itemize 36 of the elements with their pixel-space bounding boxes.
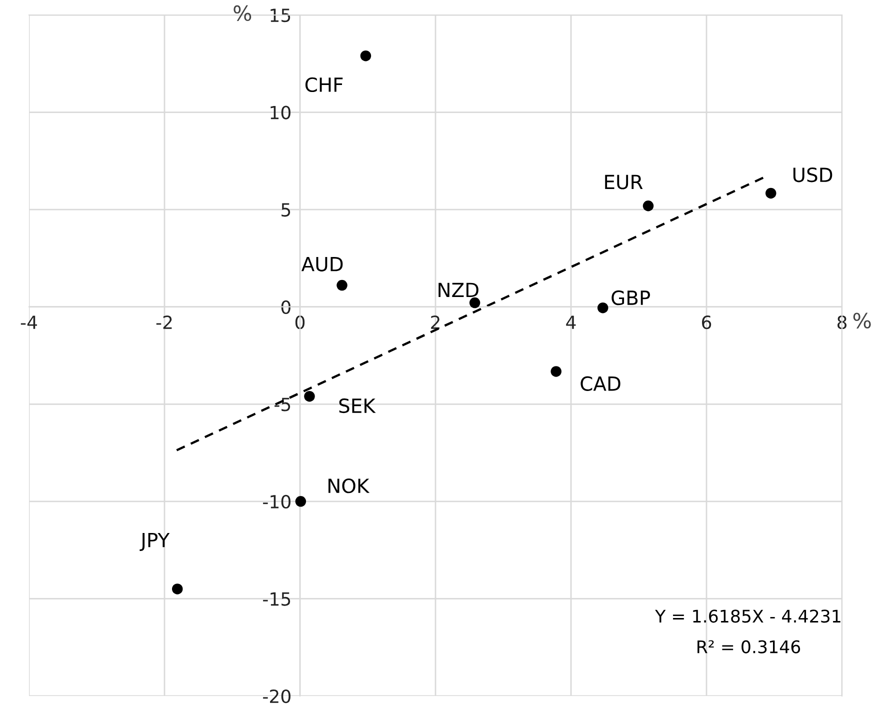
point [336, 280, 348, 291]
annotation: Y = 1.6185X - 4.4231 [655, 610, 840, 623]
y-tick-label: 5 [282, 203, 290, 217]
y-tick-label: -10 [263, 494, 290, 509]
annotation: NZD [438, 282, 478, 298]
annotation: AUD [301, 257, 343, 272]
point [360, 50, 372, 62]
point [597, 302, 608, 314]
annotation: NOK [328, 478, 370, 494]
y-tick-label: 10 [270, 106, 290, 120]
annotation: JPY [140, 532, 170, 552]
x-axis-title: % [853, 312, 871, 328]
x-tick-label: -2 [156, 316, 172, 329]
point [295, 496, 306, 507]
point [765, 188, 776, 199]
annotation: GBP [612, 290, 650, 306]
annotation: CHF [305, 77, 343, 92]
x-tick-label: 6 [702, 316, 712, 330]
point [642, 200, 654, 212]
y-tick-label: -15 [263, 592, 290, 606]
point [469, 297, 480, 308]
annotation: SEK [339, 398, 376, 414]
annotation: R² = 0.3146 [698, 640, 800, 654]
annotation: EUR [605, 174, 643, 190]
annotation: USD [793, 167, 832, 182]
x-tick-label: -4 [20, 316, 37, 329]
point [304, 390, 315, 402]
y-tick-label: -5 [274, 398, 290, 412]
y-tick-label: -20 [263, 689, 290, 704]
y-axis-title: % [234, 5, 252, 22]
x-tick-label: 4 [566, 316, 576, 329]
point [172, 584, 183, 594]
point [550, 366, 562, 377]
annotation: CAD [580, 376, 620, 391]
x-tick-label: 2 [431, 316, 440, 329]
y-tick-label: 0 [281, 300, 290, 314]
